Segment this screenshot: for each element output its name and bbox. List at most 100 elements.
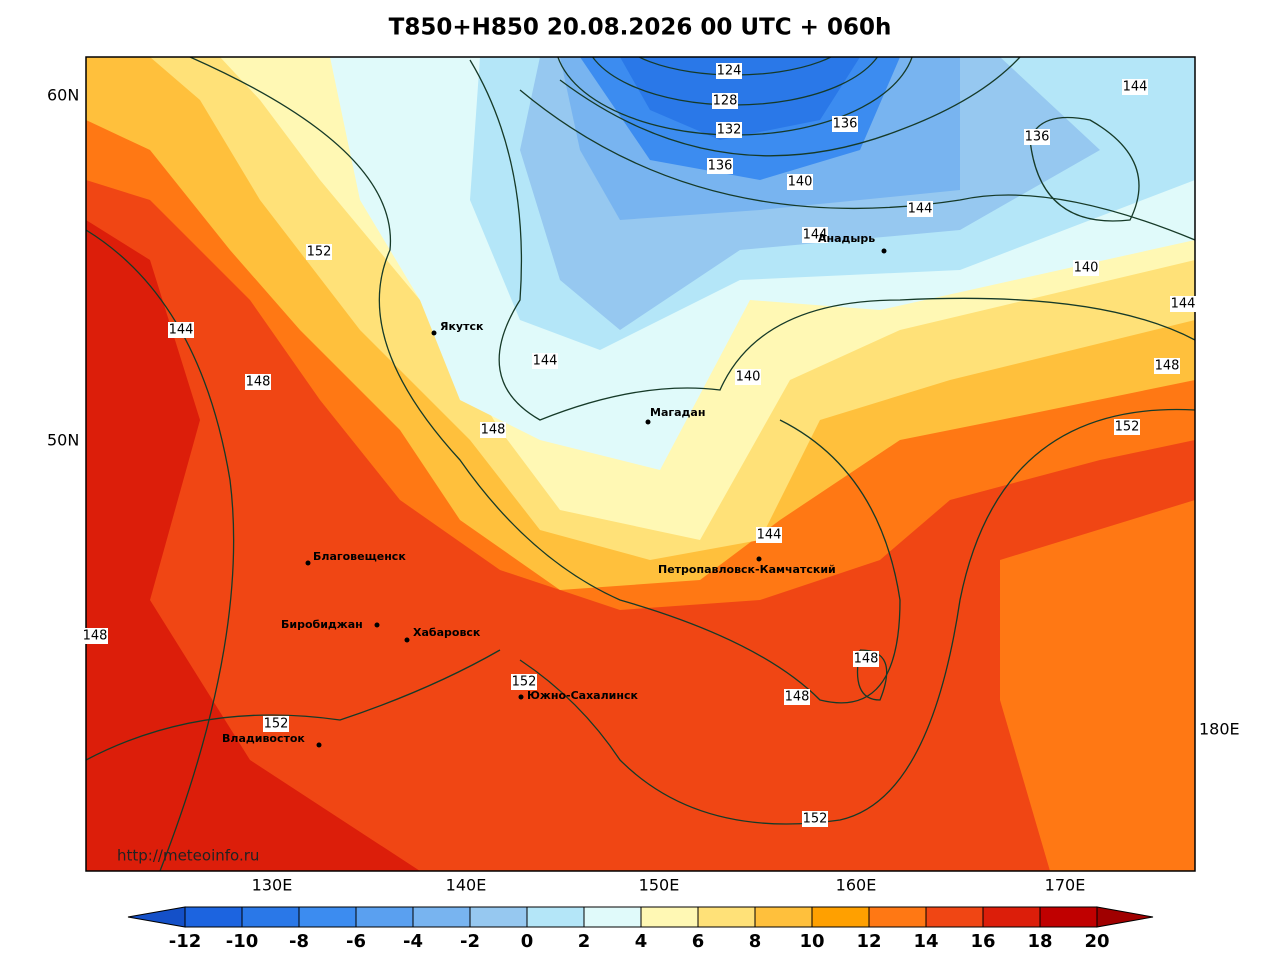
contour-label-box <box>82 628 108 644</box>
contour-label-box <box>802 227 828 243</box>
lon-label: 130E <box>252 876 293 895</box>
colorbar-bin <box>811 906 870 928</box>
contour-label: 148 <box>1155 359 1180 374</box>
contour-label-box <box>1024 129 1050 145</box>
colorbar-bin <box>868 906 927 928</box>
city-label: Южно-Сахалинск <box>527 689 638 702</box>
lon-label: 180E <box>1199 720 1240 739</box>
contour-label: 144 <box>533 354 558 369</box>
colorbar-tick-label: -10 <box>226 931 259 952</box>
contour-label-box <box>712 93 738 109</box>
colorbar-tick-label: 2 <box>578 931 591 952</box>
lon-label: 170E <box>1045 876 1086 895</box>
contour-label: 140 <box>1074 261 1099 276</box>
city-label: Владивосток <box>222 732 305 745</box>
lon-label: 160E <box>836 876 877 895</box>
contour-label: 136 <box>833 117 858 132</box>
contour-label: 140 <box>736 370 761 385</box>
contour-label-box <box>735 369 761 385</box>
colorbar-tick-label: -4 <box>403 931 423 952</box>
contour-label: 152 <box>1115 420 1140 435</box>
colorbar-tick-label: 0 <box>521 931 534 952</box>
contour-label: 152 <box>307 245 332 260</box>
contour-label: 144 <box>908 202 933 217</box>
credit: http://meteoinfo.ru <box>117 847 259 865</box>
contour-label: 140 <box>788 175 813 190</box>
colorbar-tick-label: 4 <box>635 931 648 952</box>
contour-label: 144 <box>1171 297 1196 312</box>
colorbar-bin <box>754 906 813 928</box>
contour-label-box <box>511 674 537 690</box>
colorbar-tick-label: -2 <box>460 931 480 952</box>
colorbar-tick-label: 6 <box>692 931 705 952</box>
contour-label: 152 <box>264 717 289 732</box>
colorbar-bin <box>982 906 1041 928</box>
contour-label-box <box>716 63 742 79</box>
contour-label-box <box>263 716 289 732</box>
colorbar-tick-label: -8 <box>289 931 309 952</box>
city-label: Анадырь <box>818 232 875 245</box>
colorbar-tick-label: 12 <box>856 931 881 952</box>
contour-label-box <box>245 374 271 390</box>
colorbar-bin <box>469 906 528 928</box>
colorbar-bin <box>640 906 699 928</box>
contour-label-box <box>1154 358 1180 374</box>
contour-label: 144 <box>803 228 828 243</box>
contour-label: 148 <box>481 423 506 438</box>
contour-label-box <box>480 422 506 438</box>
contour-label-box <box>1073 260 1099 276</box>
city-label: Магадан <box>650 406 705 419</box>
contour-label-box <box>168 322 194 338</box>
contour-label-box <box>787 174 813 190</box>
colorbar-extend <box>127 906 186 928</box>
contour-label: 136 <box>1025 130 1050 145</box>
colorbar-bin <box>412 906 471 928</box>
contour-label-box <box>532 353 558 369</box>
colorbar-tick-label: -6 <box>346 931 366 952</box>
contour-label: 152 <box>512 675 537 690</box>
city-label: Хабаровск <box>413 626 481 639</box>
contour-label-box <box>853 651 879 667</box>
contour-label-box <box>1122 79 1148 95</box>
contour-label-box <box>907 201 933 217</box>
contour-label-box <box>306 244 332 260</box>
cities: Якутск Магадан Анадырь Благовещенск Биро… <box>222 232 887 748</box>
colorbar: -12 -10 -8 -6 -4 -2 0 2 4 6 8 10 12 14 16 18 20 <box>127 906 1154 952</box>
contour-label-box <box>832 116 858 132</box>
colorbar-tick-label: 14 <box>913 931 938 952</box>
lat-label: 60N <box>47 86 79 105</box>
colorbar-tick-label: 10 <box>799 931 824 952</box>
colorbar-bin <box>241 906 300 928</box>
colorbar-tick-label: 20 <box>1084 931 1109 952</box>
contour-label-box <box>716 122 742 138</box>
lon-label: 140E <box>446 876 487 895</box>
contour-label-box <box>1114 419 1140 435</box>
colorbar-extend <box>1096 906 1154 928</box>
colorbar-bin <box>184 906 243 928</box>
city-label: Якутск <box>440 320 484 333</box>
contour-label: 132 <box>717 123 742 138</box>
colorbar-bin <box>526 906 585 928</box>
contour-label: 128 <box>713 94 738 109</box>
contour-label: 124 <box>717 64 742 79</box>
colorbar-bin <box>298 906 357 928</box>
lon-label: 150E <box>639 876 680 895</box>
lat-label: 50N <box>47 431 79 450</box>
contour-label: 136 <box>708 159 733 174</box>
contour-label: 148 <box>83 629 108 644</box>
map-frame <box>85 56 1196 872</box>
title: T850+H850 20.08.2026 00 UTC + 060h <box>389 15 892 41</box>
contour-label-box <box>802 811 828 827</box>
contour-label: 144 <box>757 528 782 543</box>
contour-label-box <box>1170 296 1196 312</box>
colorbar-bin <box>355 906 414 928</box>
city-label: Благовещенск <box>313 550 406 563</box>
colorbar-bin <box>697 906 756 928</box>
colorbar-bin <box>1039 906 1098 928</box>
contour-label: 148 <box>785 690 810 705</box>
colorbar-bin <box>583 906 642 928</box>
temperature-field <box>86 57 1195 871</box>
contour-label: 152 <box>803 812 828 827</box>
city-label: Петропавловск-Камчатский <box>658 563 836 576</box>
